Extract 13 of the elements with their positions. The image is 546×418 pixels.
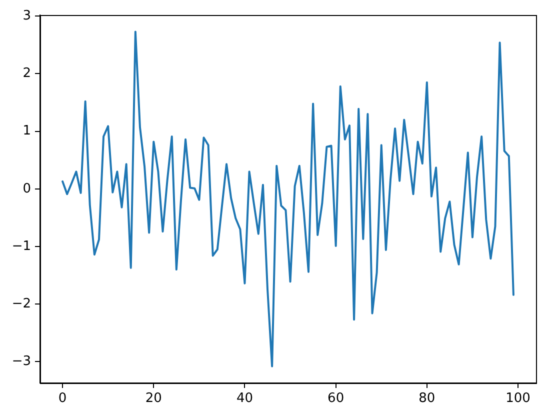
y-tick-label: 1 [22,124,31,139]
y-tick-label: −1 [12,238,31,254]
y-tick-label: 2 [22,66,31,82]
y-tick-label: 3 [22,8,31,24]
x-tick-label: 80 [418,391,436,406]
x-tick-label: 20 [145,391,162,406]
y-tick-label: −2 [12,296,31,312]
x-tick-label: 0 [58,391,67,406]
y-tick-label: −3 [12,354,31,370]
x-tick-label: 40 [236,391,254,406]
x-tick-label: 60 [328,391,344,406]
x-tick-label: 100 [506,391,530,406]
y-tick-label: 0 [22,181,31,196]
